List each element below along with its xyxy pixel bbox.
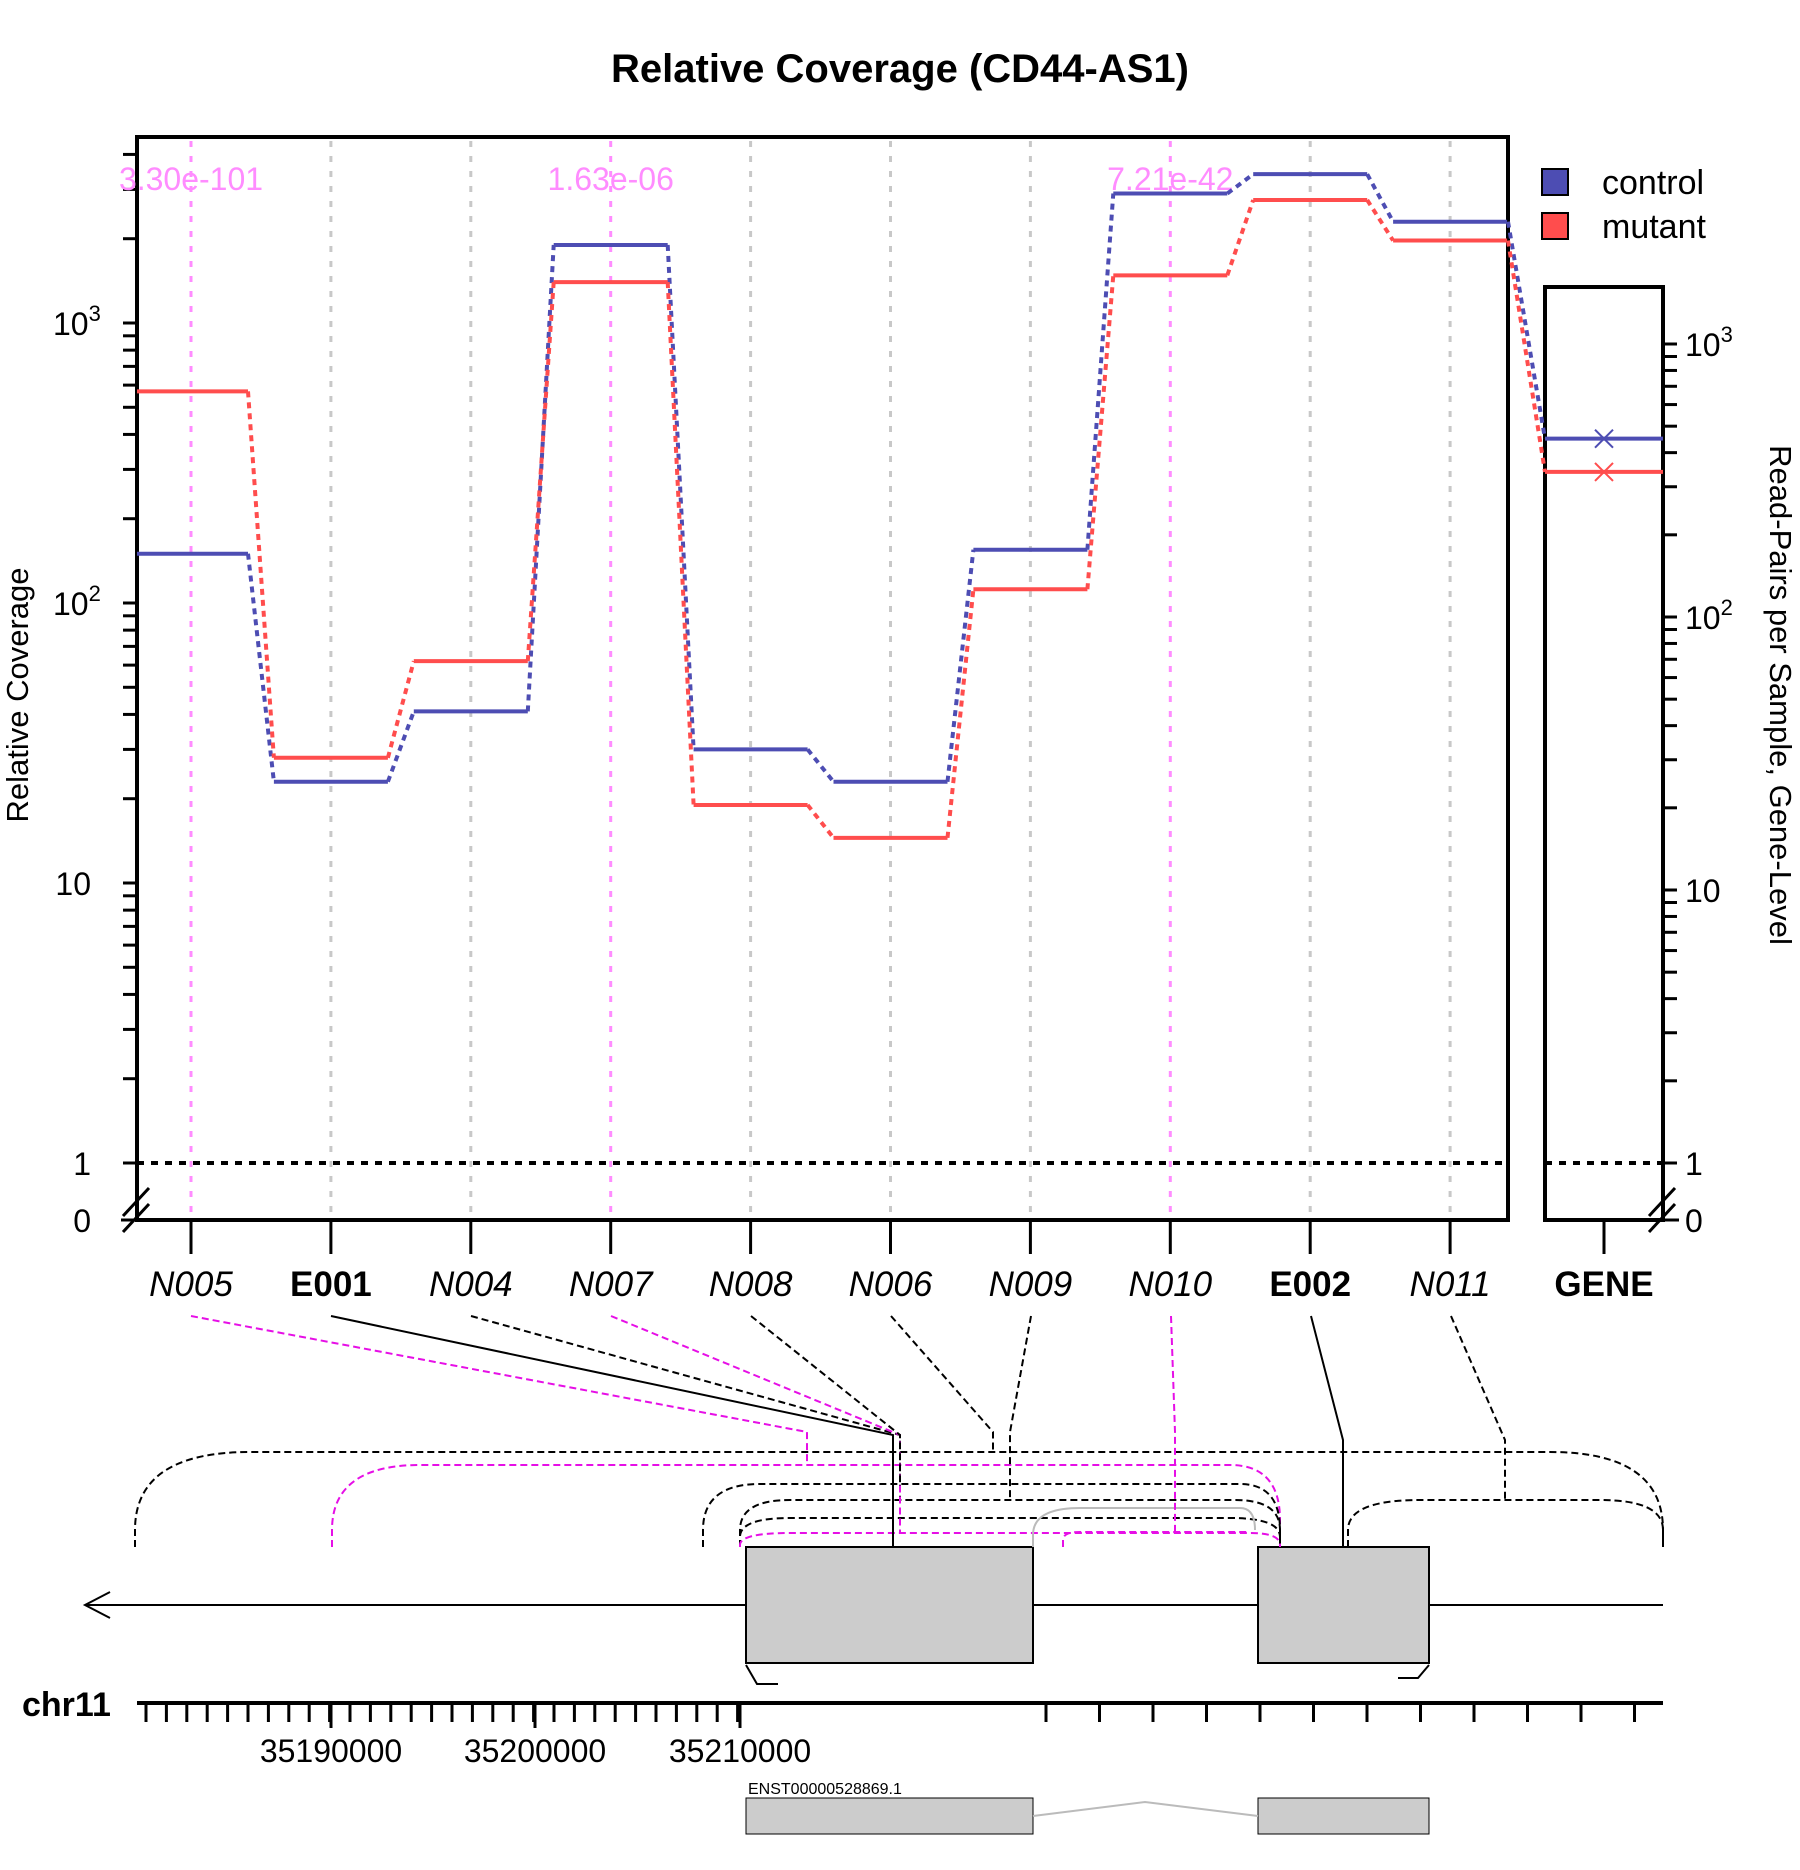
gene-mutant-marker xyxy=(1594,462,1614,482)
y-axis-label: Relative Coverage xyxy=(0,567,35,822)
mutant-gene-connector xyxy=(1506,240,1547,473)
genome-tick-label: 35200000 xyxy=(464,1733,606,1769)
transcript-intron xyxy=(1032,1800,1259,1817)
splice-arc-n004 xyxy=(739,1499,1281,1547)
pvalue-label-n005: 3.30e-101 xyxy=(119,161,263,197)
transcript-label: ENST00000528869.1 xyxy=(748,1781,902,1798)
feature-label-n009: N009 xyxy=(989,1265,1073,1304)
splice-arc-n005-wide xyxy=(134,1451,1664,1547)
transcript-exon xyxy=(1257,1797,1430,1835)
gene-level-panel: 0 1 10 102 103 GENE xyxy=(1506,221,1733,1304)
exon-box-e001 xyxy=(745,1546,1034,1664)
connector-n006 xyxy=(890,1315,994,1452)
feature-label-n011: N011 xyxy=(1410,1265,1491,1304)
axis-break xyxy=(121,1186,151,1218)
transcript-exon xyxy=(745,1797,1034,1835)
feature-label-n006: N006 xyxy=(849,1265,933,1304)
y-tick-label: 0 xyxy=(73,1203,91,1239)
main-plot-area: 0 1 10 102 103 N005 3.30e-101 E001 N004 N007 1.63e… xyxy=(53,135,1510,1304)
control-connector xyxy=(806,748,836,783)
exon-bracket xyxy=(1398,1664,1430,1679)
axis-break xyxy=(121,1202,151,1234)
right-y-tick-label: 103 xyxy=(1685,322,1733,363)
legend-label-mutant: mutant xyxy=(1602,208,1706,246)
legend-swatch-control xyxy=(1541,168,1569,196)
genome-tick-label: 35190000 xyxy=(260,1733,402,1769)
right-y-axis-label: Read-Pairs per Sample, Gene-Level xyxy=(1763,445,1798,945)
genome-tick-label: 35210000 xyxy=(669,1733,811,1769)
control-connector xyxy=(665,244,696,750)
feature-label-e002: E002 xyxy=(1269,1265,1351,1304)
pvalue-label-n010: 7.21e-42 xyxy=(1107,161,1233,197)
right-y-tick-label: 0 xyxy=(1685,1203,1703,1239)
connector-n011 xyxy=(1450,1315,1506,1500)
gene-axis-break xyxy=(1647,1186,1677,1218)
splice-arc-n007 xyxy=(331,1464,1281,1547)
mutant-connector xyxy=(1365,198,1395,242)
gene-panel-label: GENE xyxy=(1554,1265,1653,1304)
splice-arc-n011 xyxy=(1347,1499,1664,1547)
exon-box-e002 xyxy=(1257,1546,1430,1664)
pvalue-label-n007: 1.63e-06 xyxy=(548,161,674,197)
mutant-connector xyxy=(945,589,976,839)
exon-bracket xyxy=(745,1664,778,1685)
feature-label-e001: E001 xyxy=(290,1265,372,1304)
connector-e001 xyxy=(330,1315,894,1547)
mutant-connector xyxy=(385,660,416,759)
feature-label-n008: N008 xyxy=(709,1265,793,1304)
control-connector xyxy=(1365,173,1395,223)
legend: control mutant xyxy=(1541,164,1706,246)
y-tick-label: 1 xyxy=(73,1146,91,1182)
splice-arc-n008 xyxy=(702,1483,1281,1547)
connector-n008 xyxy=(750,1315,901,1484)
strand-arrow-icon xyxy=(82,1591,111,1619)
gene-panel-frame xyxy=(1543,285,1665,1222)
y-tick-label: 10 xyxy=(55,866,91,902)
splice-arc-n010 xyxy=(739,1532,1281,1547)
feature-label-n007: N007 xyxy=(569,1265,654,1304)
right-y-tick-label: 102 xyxy=(1685,595,1733,636)
connector-n009 xyxy=(1009,1315,1032,1500)
chromosome-label: chr11 xyxy=(22,1686,111,1724)
control-connector xyxy=(246,553,276,782)
feature-label-n004: N004 xyxy=(429,1265,513,1304)
y-tick-label: 102 xyxy=(53,581,101,622)
mutant-connector xyxy=(1225,199,1256,276)
gene-axis-break xyxy=(1647,1202,1677,1234)
mutant-connector xyxy=(665,281,696,806)
legend-label-control: control xyxy=(1602,164,1704,202)
legend-swatch-mutant xyxy=(1541,212,1569,240)
y-tick-label: 103 xyxy=(53,301,101,342)
control-connector xyxy=(525,244,556,712)
control-connector xyxy=(945,549,976,782)
connector-n010 xyxy=(1170,1315,1176,1533)
mutant-connector xyxy=(806,803,836,840)
splice-arc-known xyxy=(1032,1507,1256,1547)
mutant-connector xyxy=(246,391,276,758)
plot-frame xyxy=(135,135,1510,1222)
gene-control-marker xyxy=(1594,428,1614,449)
gene-structure-track: chr11 35190000 35200000 35210000 ENST0000052… xyxy=(22,1315,1664,1835)
connector-n005 xyxy=(190,1315,808,1465)
mutant-connector xyxy=(525,281,556,662)
feature-label-n005: N005 xyxy=(149,1265,233,1304)
right-y-tick-label: 1 xyxy=(1685,1146,1703,1182)
chart-title: Relative Coverage (CD44-AS1) xyxy=(611,47,1189,91)
control-gene-connector xyxy=(1506,221,1547,440)
splice-arc-n009 xyxy=(739,1517,1281,1547)
connector-e002 xyxy=(1310,1315,1344,1547)
control-connector xyxy=(386,710,416,783)
splice-arc-n010-inner xyxy=(1062,1531,1250,1547)
control-connector xyxy=(1085,193,1116,550)
control-connector xyxy=(1226,172,1255,196)
mutant-connector xyxy=(1085,275,1116,590)
right-y-tick-label: 10 xyxy=(1685,873,1721,909)
feature-label-n010: N010 xyxy=(1128,1265,1212,1304)
